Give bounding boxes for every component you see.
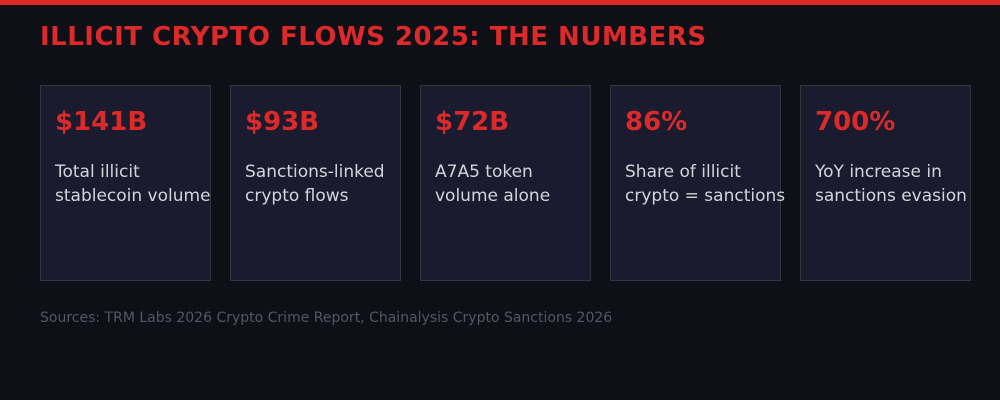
stat-label-line: YoY increase in <box>815 162 942 182</box>
page-title: ILLICIT CRYPTO FLOWS 2025: THE NUMBERS <box>40 22 707 52</box>
stat-label-line: volume alone <box>435 186 551 206</box>
stat-card-sanctions-linked-flows: $93B Sanctions-linked crypto flows <box>230 85 401 281</box>
stat-card-total-illicit-stablecoin: $141B Total illicit stablecoin volume <box>40 85 211 281</box>
stat-label-line: A7A5 token <box>435 162 533 182</box>
top-accent-bar <box>0 0 1000 5</box>
stat-value: $93B <box>245 107 320 137</box>
stat-value: 86% <box>625 107 688 137</box>
stat-label: Total illicit stablecoin volume <box>55 160 211 208</box>
stat-label-line: stablecoin volume <box>55 186 211 206</box>
stat-value: $72B <box>435 107 510 137</box>
sources-footnote: Sources: TRM Labs 2026 Crypto Crime Repo… <box>40 310 613 326</box>
stat-label: Sanctions-linked crypto flows <box>245 160 385 208</box>
stat-label-line: Share of illicit <box>625 162 741 182</box>
stat-value: 700% <box>815 107 896 137</box>
stat-card-a7a5-volume: $72B A7A5 token volume alone <box>420 85 591 281</box>
stat-label-line: Sanctions-linked <box>245 162 385 182</box>
stat-label: YoY increase in sanctions evasion <box>815 160 967 208</box>
stat-card-yoy-increase: 700% YoY increase in sanctions evasion <box>800 85 971 281</box>
stat-label: A7A5 token volume alone <box>435 160 550 208</box>
stat-label: Share of illicit crypto = sanctions <box>625 160 785 208</box>
stat-card-sanctions-share: 86% Share of illicit crypto = sanctions <box>610 85 785 281</box>
stat-label-line: crypto = sanctions <box>625 186 786 206</box>
stat-label-line: sanctions evasion <box>815 186 967 206</box>
stat-label-line: Total illicit <box>55 162 140 182</box>
stat-value: $141B <box>55 107 148 137</box>
stat-label-line: crypto flows <box>245 186 349 206</box>
